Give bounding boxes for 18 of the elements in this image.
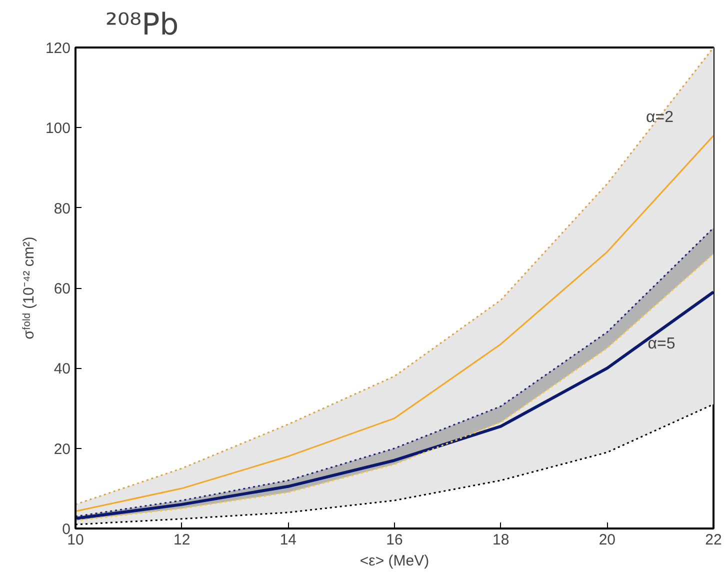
x-tick-label: 12: [173, 532, 190, 548]
y-tick-label: 20: [54, 440, 71, 458]
x-axis-title: <ε> (MeV): [360, 552, 430, 570]
x-tick-label: 20: [598, 532, 616, 548]
x-tick-label: 14: [280, 532, 297, 548]
x-tick-label: 18: [492, 532, 510, 548]
y-tick-label: 120: [45, 40, 71, 57]
x-tick-label: 16: [386, 532, 403, 548]
y-tick-label: 80: [54, 200, 71, 218]
x-tick-label: 22: [705, 532, 722, 548]
y-tick-label: 60: [54, 280, 71, 298]
series-label: α=5: [648, 336, 676, 353]
line-series: [76, 134, 714, 512]
y-tick-label: 40: [54, 360, 71, 378]
chart-title: ²⁰⁸Pb: [106, 8, 179, 42]
text: α=2: [646, 109, 674, 126]
y-axis-title: σᶠᵒˡᵈ (10⁻⁴² cm²): [20, 236, 38, 340]
y-tick-label: 100: [45, 120, 71, 138]
